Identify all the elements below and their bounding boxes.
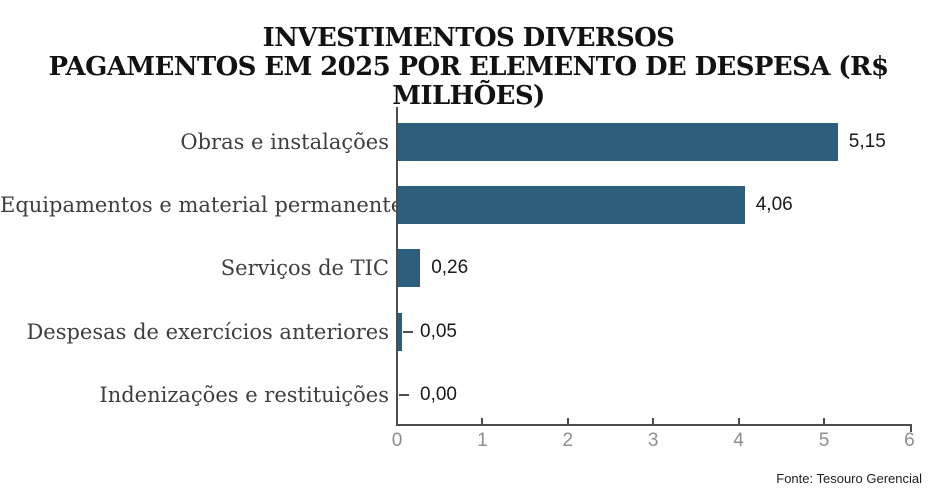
category-label: Indenizações e restituições [99,382,389,407]
x-axis-tick [481,418,484,424]
category-label: Equipamentos e material permanente [0,193,404,218]
x-axis-tick-label: 4 [733,430,744,451]
label-leader-dash [403,330,414,333]
value-label: 4,06 [755,194,793,216]
bar [398,123,838,161]
x-axis-end-tick [910,424,913,432]
x-axis-line [396,424,913,426]
category-label: Serviços de TIC [220,256,389,281]
bar [398,249,421,288]
x-axis-tick-label: 3 [647,430,659,451]
value-label: 0,00 [420,383,457,405]
x-axis-tick [737,418,740,424]
x-axis-tick-label: 2 [562,430,574,451]
x-axis-tick-label: 6 [904,430,915,451]
value-label: 0,05 [420,320,457,342]
x-axis-tick-label: 0 [391,430,403,451]
y-axis-line [396,107,398,426]
category-label: Despesas de exercícios anteriores [26,319,389,344]
category-label: Obras e instalações [180,130,389,154]
x-axis-tick-label: 5 [818,430,830,451]
chart-title-line1: INVESTIMENTOS DIVERSOS [262,23,675,53]
chart-title-line2: PAGAMENTOS EM 2025 POR ELEMENTO DE DESPE… [48,52,890,111]
bar [398,312,403,351]
x-axis-tick [823,418,825,424]
x-axis-tick-label: 1 [477,430,488,451]
x-axis-tick [652,418,655,424]
source-label: Fonte: Tesouro Gerencial [776,471,922,486]
x-axis-tick [566,418,569,424]
label-leader-dash [399,393,409,396]
bar [398,186,745,225]
chart-title: INVESTIMENTOS DIVERSOS PAGAMENTOS EM 202… [0,24,937,111]
value-label: 0,26 [431,257,469,279]
value-label: 5,15 [848,131,886,152]
